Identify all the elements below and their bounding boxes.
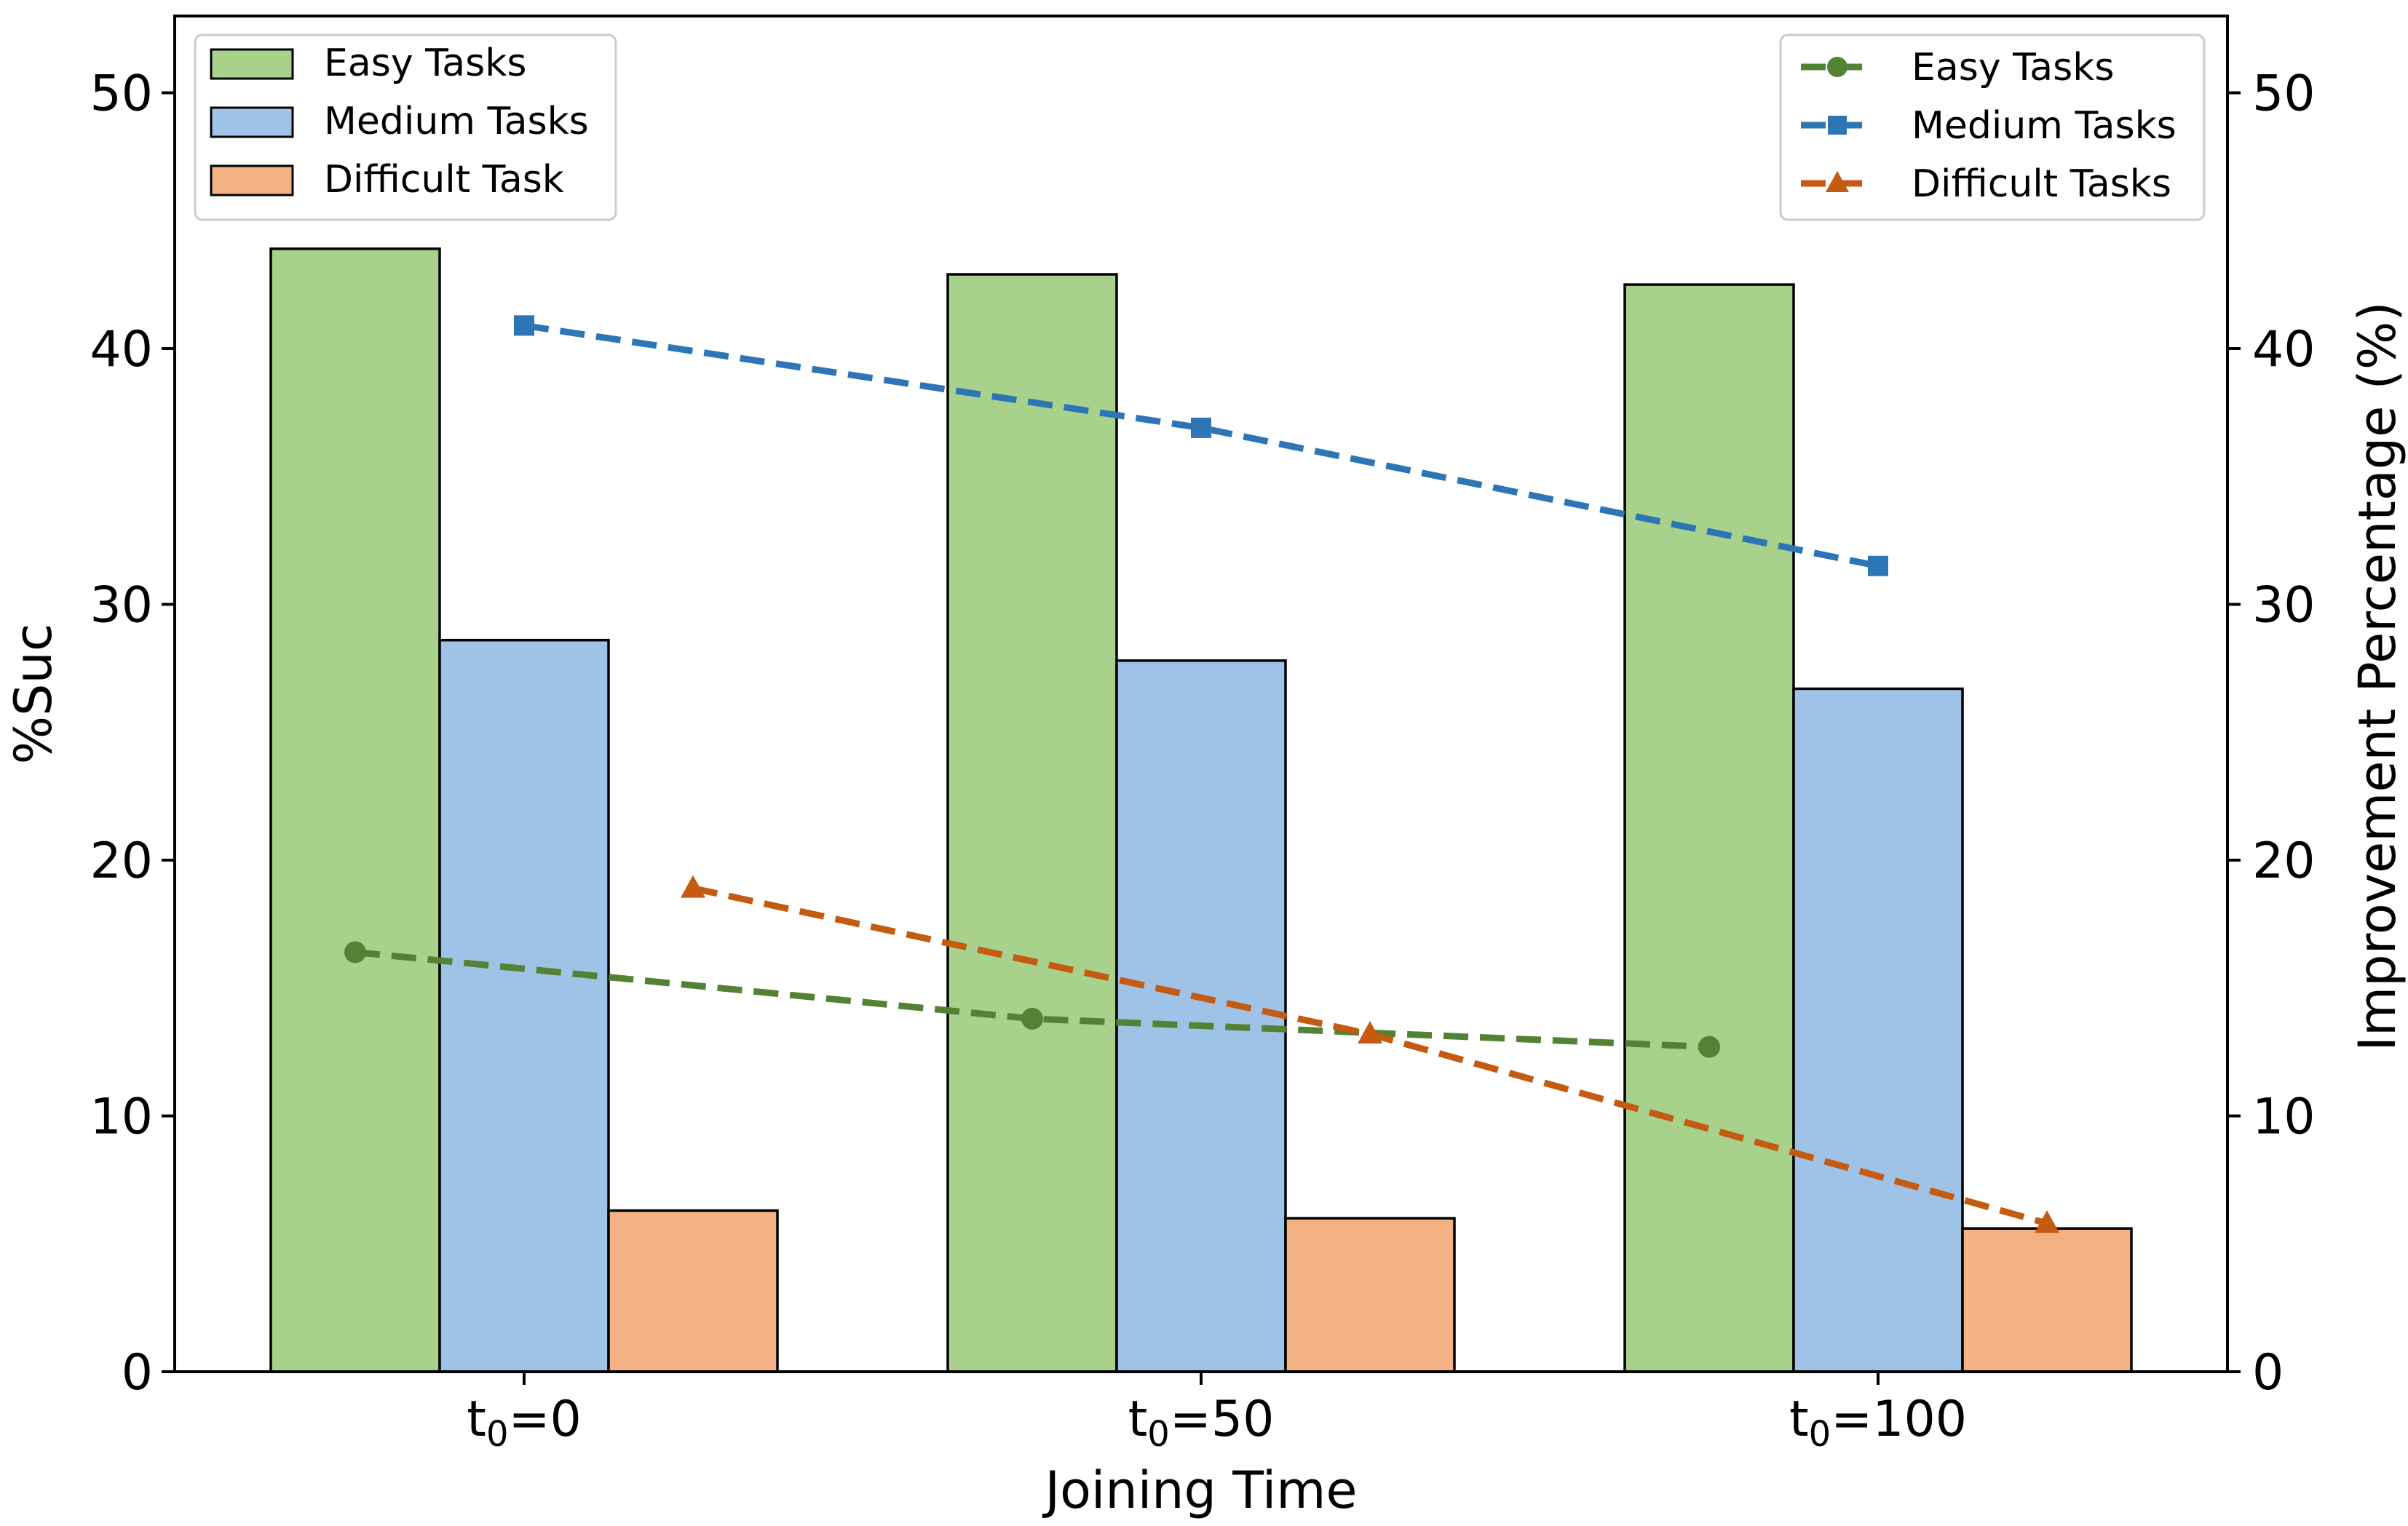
line-easy-tasks	[355, 949, 1710, 1051]
y-axis-title-left: %Suc	[4, 624, 63, 765]
y-tick-label-left-50: 50	[90, 65, 153, 122]
legend-bar-swatch-0	[210, 48, 294, 80]
bar-easy-tasks-2	[1623, 283, 1795, 1373]
legend-line-label-1: Medium Tasks	[1912, 104, 2177, 148]
legend-bar-swatch-2	[210, 164, 294, 196]
y-tick-label-right-20: 20	[2252, 832, 2316, 890]
bar-medium-tasks-0	[438, 638, 610, 1373]
bar-difficult-task-2	[1961, 1227, 2133, 1373]
bar-easy-tasks-1	[946, 273, 1118, 1373]
marker-easy-tasks-2	[1698, 1036, 1720, 1058]
legend-bar-label-1: Medium Tasks	[324, 100, 589, 143]
legend-bar-label-0: Easy Tasks	[324, 41, 526, 85]
bar-difficult-task-1	[1284, 1217, 1456, 1373]
y-tick-label-left-10: 10	[90, 1088, 153, 1145]
y-tick-label-right-30: 30	[2252, 576, 2316, 634]
marker-medium-tasks-1	[1191, 417, 1211, 438]
marker-easy-tasks-1	[1021, 1007, 1043, 1030]
y-tick-label-left-20: 20	[90, 832, 153, 890]
y-tick-label-right-10: 10	[2252, 1088, 2316, 1145]
y-tick-label-right-0: 0	[2252, 1344, 2284, 1402]
bar-medium-tasks-1	[1115, 659, 1287, 1373]
y-axis-title-right: Improvement Percentage (%)	[2348, 301, 2407, 1051]
x-tick-label-0: t0=0	[467, 1391, 581, 1455]
line-medium-tasks	[523, 322, 1879, 570]
x-tick-label-1: t0=50	[1128, 1391, 1275, 1455]
y-tick-label-right-50: 50	[2252, 65, 2316, 122]
marker-easy-tasks-0	[344, 941, 366, 963]
legend-bars-box	[194, 33, 617, 221]
legend-bar-swatch-1	[210, 106, 294, 138]
legend-lines-box	[1779, 33, 2206, 221]
legend-marker-2	[1826, 171, 1849, 192]
y-tick-label-right-40: 40	[2252, 321, 2316, 378]
legend-bar-label-2: Difficult Task	[324, 158, 564, 202]
marker-medium-tasks-0	[514, 315, 534, 336]
bar-easy-tasks-0	[269, 247, 441, 1373]
legend-marker-1	[1828, 116, 1847, 135]
marker-difficult-tasks-2	[2035, 1210, 2059, 1233]
bar-difficult-task-0	[607, 1209, 779, 1373]
y-tick-label-left-30: 30	[90, 576, 153, 634]
y-tick-label-left-0: 0	[122, 1344, 153, 1402]
legend-line-label-0: Easy Tasks	[1912, 46, 2114, 90]
y-tick-label-left-40: 40	[90, 321, 153, 378]
legend-marker-0	[1827, 57, 1847, 77]
legend-line-label-2: Difficult Tasks	[1912, 162, 2171, 206]
bar-medium-tasks-2	[1792, 687, 1964, 1373]
marker-difficult-tasks-0	[681, 875, 705, 898]
marker-difficult-tasks-1	[1358, 1021, 1382, 1044]
x-tick-label-2: t0=100	[1789, 1391, 1967, 1455]
x-axis-title: Joining Time	[1042, 1461, 1357, 1520]
marker-medium-tasks-2	[1868, 555, 1888, 576]
